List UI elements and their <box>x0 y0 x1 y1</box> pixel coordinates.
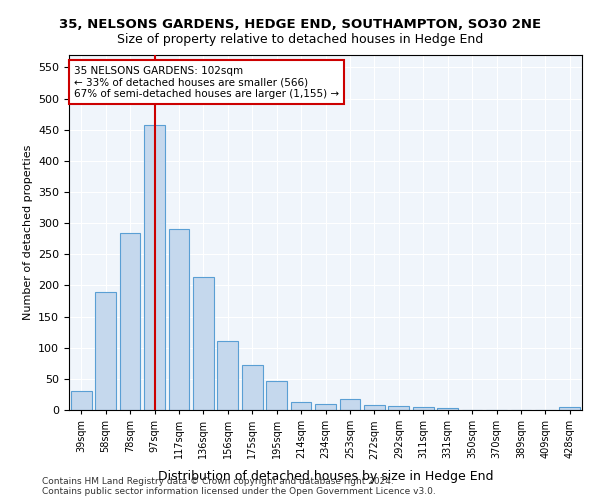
Bar <box>364 405 385 410</box>
Text: 35, NELSONS GARDENS, HEDGE END, SOUTHAMPTON, SO30 2NE: 35, NELSONS GARDENS, HEDGE END, SOUTHAMP… <box>59 18 541 30</box>
Bar <box>266 380 287 410</box>
Bar <box>340 399 361 410</box>
Bar <box>242 364 263 410</box>
Bar <box>388 406 409 410</box>
Text: Contains HM Land Registry data © Crown copyright and database right 2024.: Contains HM Land Registry data © Crown c… <box>42 478 394 486</box>
Bar <box>71 392 92 410</box>
Bar <box>559 407 580 410</box>
Text: Contains public sector information licensed under the Open Government Licence v3: Contains public sector information licen… <box>42 488 436 496</box>
Y-axis label: Number of detached properties: Number of detached properties <box>23 145 32 320</box>
Bar <box>315 404 336 410</box>
Bar <box>119 232 140 410</box>
Bar <box>95 292 116 410</box>
Bar <box>437 408 458 410</box>
Bar <box>290 402 311 410</box>
X-axis label: Distribution of detached houses by size in Hedge End: Distribution of detached houses by size … <box>158 470 493 482</box>
Bar <box>217 342 238 410</box>
Text: Size of property relative to detached houses in Hedge End: Size of property relative to detached ho… <box>117 32 483 46</box>
Bar <box>193 278 214 410</box>
Bar <box>144 126 165 410</box>
Bar <box>169 230 190 410</box>
Bar <box>413 407 434 410</box>
Text: 35 NELSONS GARDENS: 102sqm
← 33% of detached houses are smaller (566)
67% of sem: 35 NELSONS GARDENS: 102sqm ← 33% of deta… <box>74 66 339 99</box>
